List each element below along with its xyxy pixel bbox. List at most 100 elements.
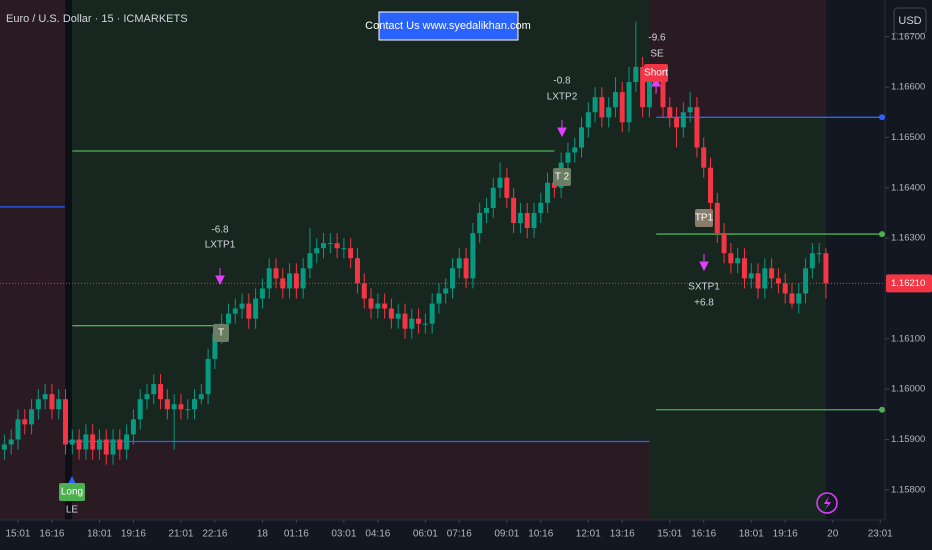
candle-body bbox=[314, 248, 320, 254]
candle-body bbox=[782, 283, 788, 294]
x-tick-label: 15:01 bbox=[657, 529, 682, 540]
candle-body bbox=[76, 439, 82, 450]
x-tick-label: 18:01 bbox=[87, 529, 112, 540]
x-tick-label: 07:16 bbox=[447, 529, 472, 540]
x-tick-label: 03:01 bbox=[331, 529, 356, 540]
candle-body bbox=[450, 268, 456, 289]
chart-title: Euro / U.S. Dollar · 15 · ICMARKETS bbox=[6, 13, 188, 25]
candle-body bbox=[185, 409, 191, 411]
candle-body bbox=[158, 384, 164, 400]
candle-body bbox=[497, 177, 503, 188]
candle-body bbox=[565, 152, 571, 163]
candle-body bbox=[504, 177, 510, 198]
annotation: LE bbox=[66, 505, 79, 516]
banner[interactable] bbox=[378, 11, 519, 41]
y-tick-label: 1.16600 bbox=[891, 82, 925, 93]
zone-long-stop bbox=[72, 442, 650, 520]
candle-body bbox=[192, 399, 198, 410]
candle-body bbox=[633, 66, 639, 83]
candle-body bbox=[96, 439, 102, 450]
candle-body bbox=[130, 419, 136, 435]
y-tick-label: 1.16500 bbox=[891, 132, 925, 143]
currency-button[interactable] bbox=[893, 7, 927, 35]
y-tick-label: 1.15800 bbox=[891, 484, 925, 495]
signal-label: Long bbox=[61, 487, 83, 498]
y-tick-label: 1.16400 bbox=[891, 182, 925, 193]
candle-body bbox=[368, 298, 374, 309]
signal-arrow bbox=[699, 254, 709, 272]
x-tick-label: 04:16 bbox=[365, 529, 390, 540]
x-tick-label: 20 bbox=[827, 529, 839, 540]
banner-text[interactable]: Contact Us www.syedalikhan.com bbox=[365, 20, 531, 32]
candle-body bbox=[714, 202, 720, 234]
candle-body bbox=[334, 243, 340, 249]
candle-body bbox=[341, 248, 347, 250]
candle-body bbox=[667, 107, 673, 118]
candle-body bbox=[103, 439, 109, 455]
candle-body bbox=[280, 278, 286, 289]
y-tick-label: 1.16700 bbox=[891, 31, 925, 42]
candle-body bbox=[8, 439, 14, 445]
candle-body bbox=[225, 313, 231, 324]
last-price-label: 1.16210 bbox=[891, 278, 925, 289]
x-tick-label: 09:01 bbox=[494, 529, 519, 540]
currency-label[interactable]: USD bbox=[898, 15, 921, 27]
candle-body bbox=[680, 112, 686, 128]
alert-icon[interactable] bbox=[816, 492, 838, 514]
annotation: SE bbox=[650, 49, 664, 60]
candle-body bbox=[789, 293, 795, 304]
signal-box bbox=[695, 209, 713, 227]
y-tick-label: 1.16300 bbox=[891, 233, 925, 244]
signal-label: T bbox=[218, 328, 224, 339]
zone-short-target bbox=[650, 117, 826, 520]
candle-body bbox=[517, 212, 523, 224]
candle-body bbox=[674, 117, 680, 128]
candle-body bbox=[619, 92, 625, 123]
zone-short-stop bbox=[650, 0, 826, 117]
annotation: LXTP2 bbox=[547, 92, 578, 103]
signal-box bbox=[59, 483, 85, 501]
candle-body bbox=[69, 439, 75, 445]
candle-body bbox=[524, 212, 530, 229]
x-tick-label: 21:01 bbox=[168, 529, 193, 540]
candle-body bbox=[483, 207, 489, 213]
plot bbox=[0, 21, 885, 465]
level-end bbox=[879, 114, 885, 121]
candle-body bbox=[429, 303, 435, 324]
candle-body bbox=[90, 434, 96, 450]
candle-body bbox=[572, 147, 578, 153]
x-tick-label: 15:01 bbox=[5, 529, 30, 540]
annotation: -0.8 bbox=[553, 76, 571, 87]
candle-body bbox=[259, 288, 265, 299]
candle-body bbox=[22, 419, 28, 425]
candle-body bbox=[382, 303, 388, 309]
candle-body bbox=[599, 97, 605, 118]
candle-body bbox=[463, 258, 469, 279]
candle-body bbox=[531, 212, 537, 229]
candle-body bbox=[511, 197, 517, 224]
candle-body bbox=[300, 268, 306, 289]
x-tick-label: 19:16 bbox=[121, 529, 146, 540]
candle-body bbox=[687, 107, 693, 113]
x-tick-label: 23:01 bbox=[868, 529, 893, 540]
candle-body bbox=[443, 288, 449, 294]
candle-body bbox=[823, 253, 829, 284]
candle-body bbox=[470, 233, 476, 279]
candle-body bbox=[232, 308, 238, 314]
candle-body bbox=[178, 404, 184, 410]
candle-body bbox=[796, 293, 802, 304]
candle-body bbox=[348, 248, 354, 259]
signal-label: T 2 bbox=[555, 172, 570, 183]
time-axis bbox=[0, 520, 885, 550]
candle-body bbox=[239, 303, 245, 309]
x-tick-label: 01:16 bbox=[284, 529, 309, 540]
candle-body bbox=[273, 268, 279, 279]
x-tick-label: 10:16 bbox=[528, 529, 553, 540]
last-price-box bbox=[886, 274, 932, 293]
candle-body bbox=[592, 97, 598, 113]
y-tick-label: 1.15900 bbox=[891, 434, 925, 445]
candle-body bbox=[327, 243, 333, 245]
candle-body bbox=[293, 273, 299, 289]
candle-body bbox=[477, 212, 483, 234]
